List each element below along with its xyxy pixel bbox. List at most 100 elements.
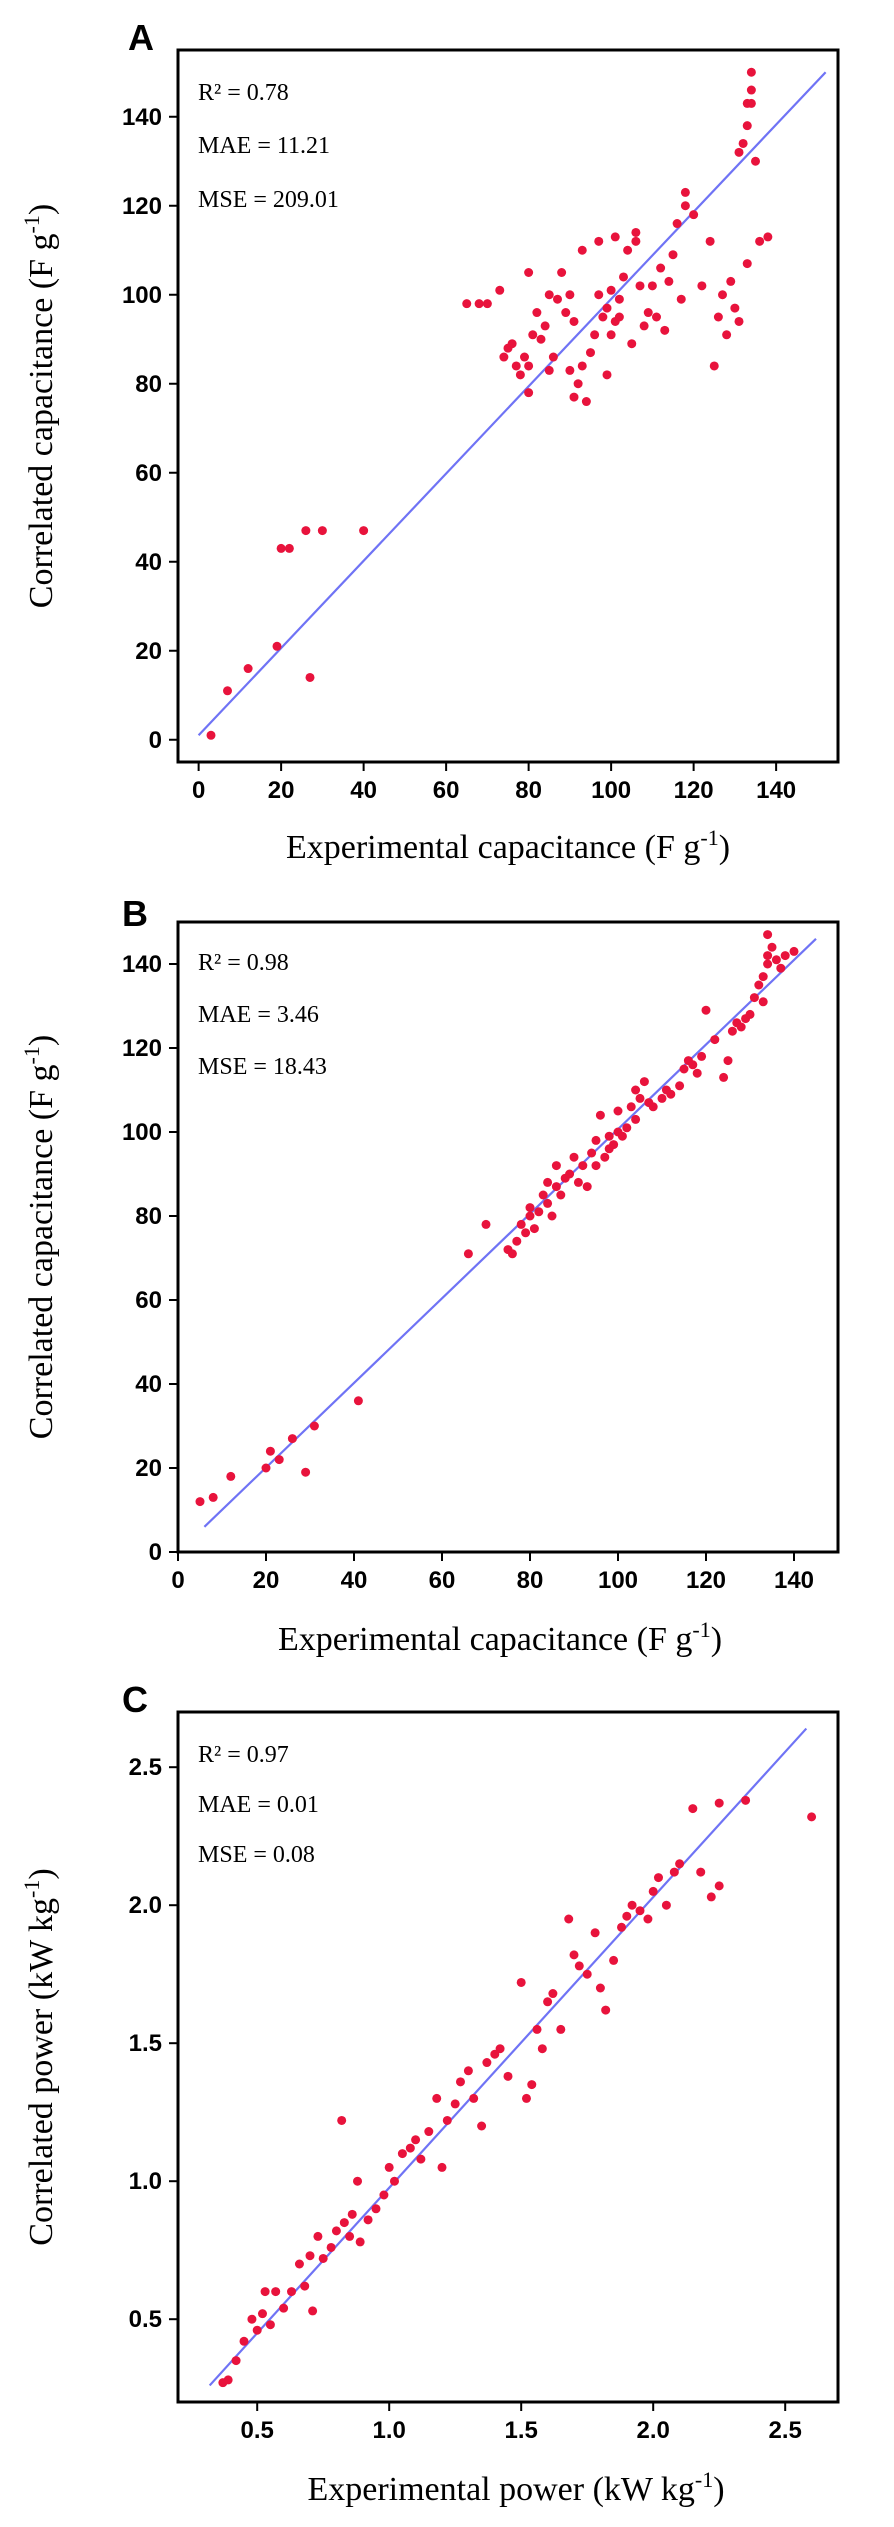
data-point: [648, 1886, 658, 1896]
data-point: [512, 1236, 522, 1246]
data-point: [389, 2176, 399, 2186]
data-point: [626, 1102, 636, 1112]
data-point: [565, 365, 575, 375]
data-point: [582, 1969, 592, 1979]
data-point: [594, 236, 604, 246]
data-point: [675, 1859, 685, 1869]
data-point: [521, 1228, 531, 1238]
x-tick-label: 100: [591, 777, 631, 804]
data-point: [749, 993, 759, 1003]
data-point: [726, 276, 736, 286]
data-point: [746, 85, 756, 95]
data-point: [771, 955, 781, 965]
data-point: [789, 946, 799, 956]
data-point: [534, 1207, 544, 1217]
data-point: [635, 281, 645, 291]
data-point: [561, 308, 571, 318]
y-tick-label: 120: [122, 1035, 162, 1062]
data-point: [345, 2231, 355, 2241]
data-point: [573, 379, 583, 389]
data-point: [305, 672, 315, 682]
data-point: [679, 1064, 689, 1074]
data-point: [581, 397, 591, 407]
data-point: [265, 2320, 275, 2330]
y-tick-label: 80: [135, 1203, 162, 1230]
data-point: [548, 1989, 558, 1999]
data-point: [450, 2099, 460, 2109]
data-point: [713, 312, 723, 322]
data-point: [355, 2237, 365, 2247]
data-point: [742, 121, 752, 131]
data-point: [499, 352, 509, 362]
x-axis-title: Experimental capacitance (F g-1): [286, 825, 730, 866]
data-point: [706, 1892, 716, 1902]
data-point: [610, 232, 620, 242]
fit-line: [197, 71, 827, 737]
data-point: [701, 1005, 711, 1015]
data-point: [537, 2044, 547, 2054]
data-point: [574, 1961, 584, 1971]
data-point: [482, 299, 492, 309]
data-point: [532, 2024, 542, 2034]
y-tick-label: 2.0: [129, 1892, 162, 1919]
data-point: [622, 1911, 632, 1921]
data-point: [565, 290, 575, 300]
data-point: [525, 1211, 535, 1221]
data-point: [622, 1123, 632, 1133]
data-point: [301, 526, 311, 536]
data-point: [432, 2093, 442, 2103]
data-point: [653, 1873, 663, 1883]
data-point: [718, 290, 727, 300]
data-point: [337, 2115, 347, 2125]
data-point: [265, 1446, 275, 1456]
x-tick-label: 80: [515, 777, 542, 804]
data-point: [521, 2093, 531, 2103]
x-tick-label: 40: [341, 1567, 368, 1594]
data-point: [736, 1022, 746, 1032]
data-point: [705, 236, 715, 246]
data-point: [623, 245, 633, 255]
y-tick-label: 20: [135, 638, 162, 665]
data-point: [331, 2226, 341, 2236]
data-point: [516, 1977, 526, 1987]
x-tick-label: 140: [756, 777, 796, 804]
data-point: [243, 664, 253, 674]
data-point: [556, 1190, 566, 1200]
plot-frame: [176, 48, 840, 764]
data-point: [617, 1922, 627, 1932]
data-point: [279, 2303, 289, 2313]
plot-frame: [176, 920, 840, 1554]
data-point: [308, 2306, 318, 2316]
panel-a: A 0 20 40 60 80 100 120 140 0 20 40 60 80 100 120 140 R…: [19, 17, 840, 866]
data-point: [609, 1955, 619, 1965]
y-tick-label: 60: [135, 460, 162, 487]
data-point: [544, 365, 554, 375]
data-point: [613, 1106, 623, 1116]
data-point: [652, 312, 661, 322]
data-point: [276, 543, 286, 553]
x-tick-label: 1.5: [505, 2417, 538, 2444]
y-tick-label: 40: [135, 549, 162, 576]
data-point: [635, 1093, 645, 1103]
panel-label: A: [128, 17, 154, 58]
data-point: [411, 2135, 421, 2145]
data-point: [619, 272, 628, 282]
data-point: [339, 2218, 349, 2228]
data-point: [606, 285, 616, 295]
data-point: [643, 1914, 653, 1924]
stat-mae: MAE = 3.46: [198, 1002, 319, 1028]
data-point: [397, 2149, 407, 2159]
data-point: [247, 2314, 257, 2324]
data-point: [551, 1182, 561, 1192]
data-point: [462, 299, 472, 309]
data-point: [675, 1081, 685, 1091]
data-point: [631, 1085, 641, 1095]
points-group: [195, 930, 799, 1507]
data-point: [528, 330, 538, 340]
data-point: [656, 263, 666, 273]
data-point: [680, 201, 690, 211]
data-point: [763, 951, 773, 961]
data-point: [723, 1056, 733, 1066]
points-group: [206, 67, 773, 740]
